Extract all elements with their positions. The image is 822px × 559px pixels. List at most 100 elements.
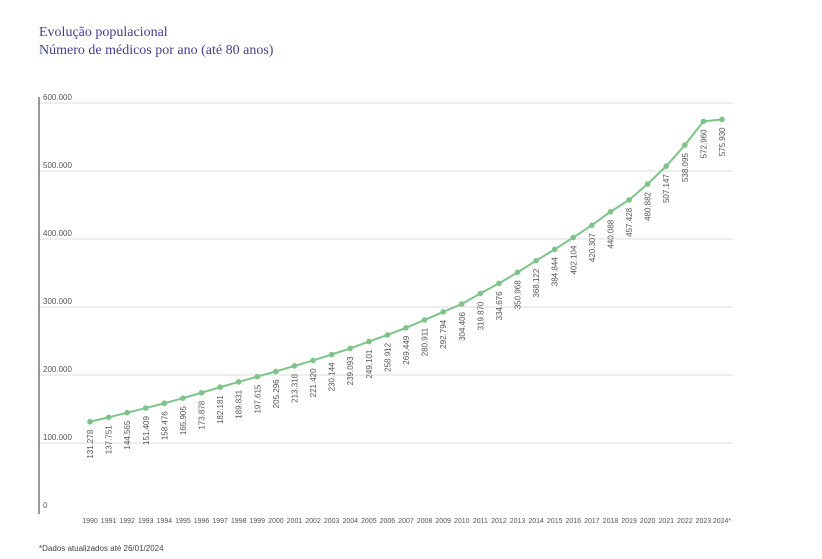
data-point [235,379,242,385]
data-point [421,317,428,323]
x-tick-label: 2005 [361,518,377,525]
x-tick-label: 2010 [454,518,470,525]
data-point [273,368,279,375]
x-tick-label: 1990 [82,518,98,525]
x-tick-label: 2007 [398,518,414,525]
data-label: 575.930 [718,127,727,156]
x-axis: 1990 1991 1992 1993 1994 1995 1996 1997 1998 1999… [82,518,731,525]
x-tick-label: 1999 [250,518,266,525]
data-point [477,290,484,297]
x-tick-label: 2011 [473,518,488,525]
x-tick-label: 2013 [510,518,526,525]
data-label: 144.565 [123,420,132,449]
x-tick-label: 2006 [380,518,396,525]
data-label: 197.615 [253,384,262,413]
data-label: 137.751 [105,425,114,454]
data-label: 205.296 [272,379,281,408]
data-point [458,301,465,307]
x-tick-label: 2018 [603,518,619,525]
data-label: 213.318 [290,373,299,402]
data-label: 221.420 [309,368,318,397]
data-point [626,197,632,203]
x-tick-label: 1994 [157,518,173,525]
data-label: 457.428 [625,207,634,236]
data-label: 384.844 [551,257,560,286]
x-tick-label: 2023 [696,518,712,525]
x-tick-label: 2022 [677,518,693,525]
data-point [328,351,335,358]
data-point [607,208,614,215]
data-point [496,280,502,287]
x-tick-label: 2008 [417,518,433,525]
data-point [310,357,316,364]
data-label: 319.870 [476,301,485,330]
x-tick-label: 1995 [175,518,191,525]
x-tick-label: 1998 [231,518,247,525]
data-point [551,246,558,253]
data-point [644,181,651,187]
x-tick-label: 2009 [435,518,451,525]
data-point [700,118,707,125]
x-tick-label: 2024* [713,518,732,525]
data-points [87,116,725,425]
data-label: 538.095 [681,153,690,182]
y-tick-label: 400.000 [43,229,72,238]
data-label: 572.960 [699,129,708,158]
data-point [87,418,93,425]
data-label: 480.882 [644,191,653,220]
data-point [719,116,725,123]
data-point [440,309,446,315]
y-tick-label: 600.000 [43,93,72,102]
data-point [142,405,149,411]
data-label: 304.406 [458,311,467,340]
footnote: *Dados atualizados até 26/01/2024 [39,544,164,553]
x-tick-label: 1991 [101,518,117,525]
data-point [589,222,595,228]
data-label: 131.278 [86,429,95,458]
x-tick-label: 2014 [528,518,544,525]
x-tick-label: 2020 [640,518,656,525]
x-tick-label: 1993 [138,518,154,525]
x-tick-label: 2015 [547,518,563,525]
data-point [105,414,112,421]
chart-subtitle: Número de médicos por ano (até 80 anos) [39,43,274,58]
x-tick-label: 2004 [342,518,358,525]
chart-title: Evolução populacional [39,25,168,40]
data-label: 350.968 [514,280,523,309]
x-tick-label: 2021 [658,518,674,525]
y-axis: 0 100.000 200.000 300.000 400.000 500.000 600.… [38,93,72,514]
data-point [533,257,539,264]
data-label: 507.147 [662,174,671,203]
data-point [514,269,521,276]
data-point [217,384,223,390]
data-label: 158.476 [160,411,169,440]
grid-lines [39,102,733,444]
data-point [124,409,130,416]
data-point [403,324,409,331]
data-label: 420.307 [588,233,597,262]
data-label: 239.093 [346,356,355,385]
data-point [682,142,688,148]
data-point [198,389,205,396]
data-labels: 131.278 137.751 144.565 151.409 158.476 165.9… [86,127,727,459]
x-tick-label: 2000 [268,518,284,525]
y-tick-label: 0 [43,501,48,510]
data-label: 440.088 [606,219,615,248]
y-tick-label: 500.000 [43,161,72,170]
data-label: 230.144 [328,362,337,391]
data-label: 292.794 [439,319,448,348]
y-tick-label: 100.000 [43,433,72,442]
x-tick-label: 2016 [566,518,582,525]
x-tick-label: 2001 [287,518,303,525]
data-label: 368.122 [532,268,541,297]
data-label: 402.104 [569,245,578,274]
data-point [347,345,354,352]
data-point [161,400,168,407]
data-label: 189.831 [235,389,244,418]
x-tick-label: 2012 [491,518,507,525]
title-block: Evolução populacional Número de médicos … [39,24,273,60]
x-tick-label: 2002 [305,518,321,525]
x-tick-label: 1992 [119,518,135,525]
data-label: 269.449 [402,335,411,364]
